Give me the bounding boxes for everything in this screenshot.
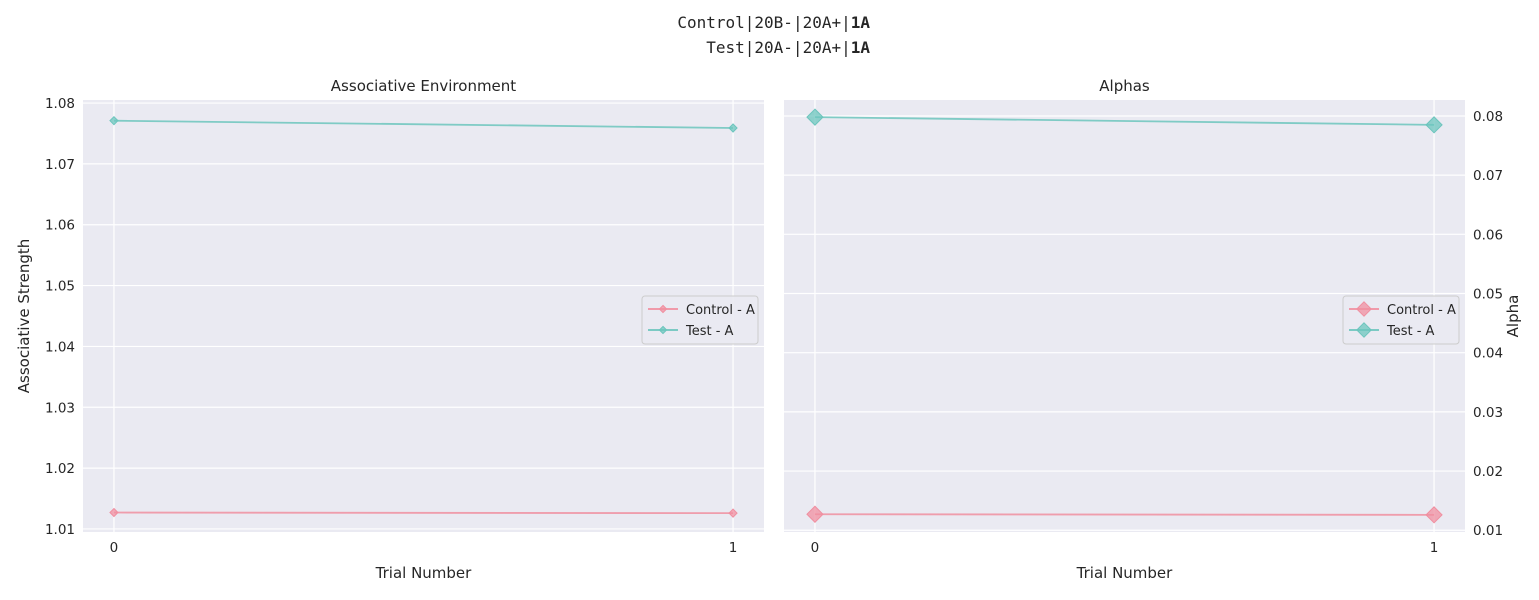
- legend-marker: [1356, 301, 1372, 317]
- y-tick-label: 0.03: [1473, 405, 1503, 421]
- series-line-0: [814, 513, 1435, 516]
- legend-label: Control - A: [1387, 303, 1456, 318]
- data-point: [109, 115, 119, 126]
- series-line-1: [113, 119, 734, 129]
- legend-label: Test - A: [685, 324, 734, 339]
- data-point: [109, 507, 119, 518]
- panel-associative-environment: Associative Environment 0 1 Trial Number 1.0…: [15, 77, 764, 582]
- y-tick-label: 1.05: [45, 279, 75, 295]
- panel-title: Associative Environment: [331, 77, 516, 95]
- x-axis-label: Trial Number: [1076, 564, 1174, 582]
- y-tick-label: 1.04: [45, 339, 75, 355]
- legend-label: Control - A: [686, 303, 755, 318]
- data-point: [806, 505, 824, 523]
- y-tick-label: 0.05: [1473, 287, 1503, 303]
- data-point: [728, 123, 738, 133]
- y-tick-label: 1.06: [45, 218, 75, 234]
- legend-marker: [658, 325, 668, 335]
- x-tick-label: 1: [1430, 540, 1439, 556]
- legend-box: [641, 295, 759, 345]
- x-axis-label: Trial Number: [375, 564, 473, 582]
- data-point: [1425, 116, 1443, 134]
- y-tick-label: 0.01: [1473, 523, 1503, 539]
- data-point: [1425, 506, 1443, 524]
- data-point: [806, 108, 824, 126]
- legend-box: [1342, 295, 1460, 345]
- legend-marker: [658, 304, 668, 314]
- y-tick-label: 0.08: [1473, 109, 1503, 125]
- suptitle-line-2: Test|20A-|20A+|1A: [706, 38, 870, 57]
- x-tick-label: 1: [729, 540, 738, 556]
- x-tick-label: 0: [811, 540, 820, 556]
- series-line-0: [113, 511, 734, 515]
- y-tick-label: 0.04: [1473, 346, 1503, 362]
- y-tick-label: 0.07: [1473, 168, 1503, 184]
- legend-label: Test - A: [1386, 324, 1435, 339]
- panel-alphas: Alphas 0 1 Trial Number 0.01 0.02 0.03 0.04 0.05…: [784, 77, 1522, 582]
- x-tick-label: 0: [110, 540, 119, 556]
- legend-marker: [1356, 322, 1372, 338]
- y-tick-label: 1.01: [45, 522, 75, 538]
- data-point: [728, 508, 738, 518]
- series-line-1: [814, 116, 1435, 126]
- y-tick-label: 1.08: [45, 96, 75, 112]
- y-tick-label: 1.02: [45, 461, 75, 477]
- y-axis-label: Associative Strength: [15, 239, 33, 393]
- y-axis-label: Alpha: [1504, 295, 1522, 338]
- y-tick-label: 1.07: [45, 157, 75, 173]
- panel-title: Alphas: [1099, 77, 1150, 95]
- y-tick-label: 0.02: [1473, 464, 1503, 480]
- y-tick-label: 1.03: [45, 400, 75, 416]
- y-tick-label: 0.06: [1473, 227, 1503, 243]
- suptitle-line-1: Control|20B-|20A+|1A: [677, 13, 870, 32]
